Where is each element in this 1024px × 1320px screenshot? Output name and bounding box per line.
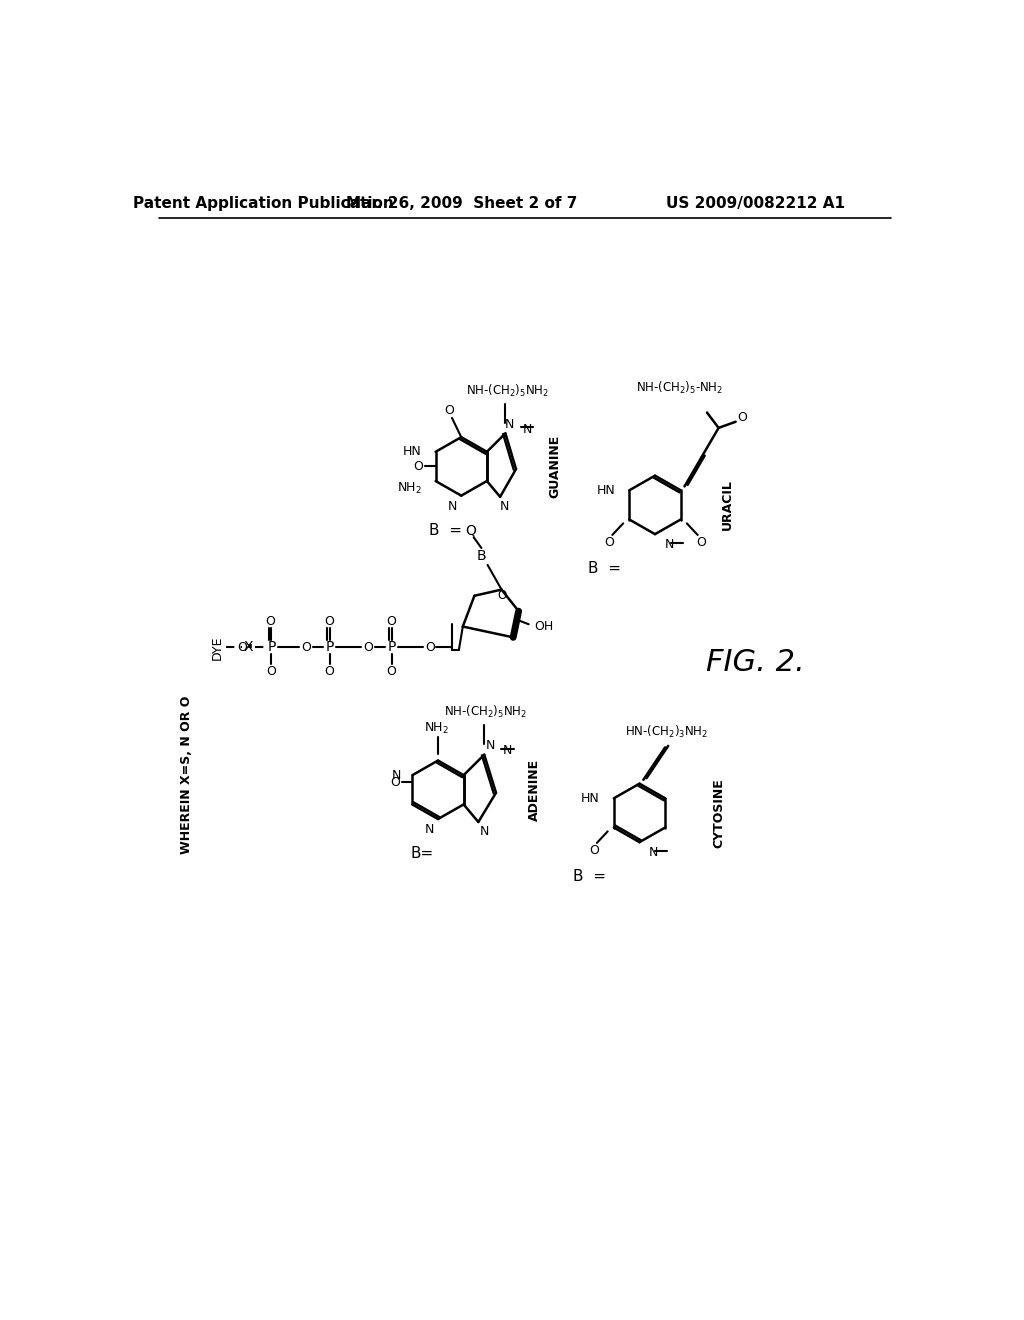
Text: B=: B= <box>411 846 434 861</box>
Text: N: N <box>649 846 658 859</box>
Text: B  =: B = <box>429 523 462 537</box>
Text: O: O <box>237 640 247 653</box>
Text: O: O <box>497 589 506 602</box>
Text: P: P <box>267 640 275 655</box>
Text: NH$_2$: NH$_2$ <box>396 482 422 496</box>
Text: HN-(CH$_2$)$_3$NH$_2$: HN-(CH$_2$)$_3$NH$_2$ <box>625 723 709 741</box>
Text: WHEREIN X=S, N OR O: WHEREIN X=S, N OR O <box>179 696 193 854</box>
Text: HN: HN <box>402 445 422 458</box>
Text: NH$_2$: NH$_2$ <box>424 721 449 735</box>
Text: Q: Q <box>465 523 476 537</box>
Text: O: O <box>737 411 746 424</box>
Text: NH-(CH$_2$)$_5$NH$_2$: NH-(CH$_2$)$_5$NH$_2$ <box>444 705 527 721</box>
Text: O: O <box>425 640 435 653</box>
Text: ADENINE: ADENINE <box>528 759 542 821</box>
Text: O: O <box>444 404 455 417</box>
Text: NH-(CH$_2$)$_5$-NH$_2$: NH-(CH$_2$)$_5$-NH$_2$ <box>636 380 723 396</box>
Text: O: O <box>604 536 614 549</box>
Text: N: N <box>500 499 509 512</box>
Text: OH: OH <box>535 620 553 634</box>
Text: O: O <box>266 665 276 677</box>
Text: P: P <box>387 640 395 655</box>
Text: N: N <box>505 417 514 430</box>
Text: O: O <box>696 536 706 549</box>
Text: X: X <box>244 640 253 655</box>
Text: URACIL: URACIL <box>721 479 733 531</box>
Text: FIG. 2.: FIG. 2. <box>707 648 805 677</box>
Text: N: N <box>425 824 434 837</box>
Text: B  =: B = <box>572 870 605 884</box>
Text: B  =: B = <box>588 561 622 577</box>
Text: DYE: DYE <box>211 635 223 660</box>
Text: O: O <box>390 776 400 789</box>
Text: HN: HN <box>597 483 615 496</box>
Text: Patent Application Publication: Patent Application Publication <box>133 195 394 211</box>
Text: O: O <box>265 615 275 628</box>
Text: N: N <box>485 739 496 752</box>
Text: O: O <box>364 640 373 653</box>
Text: N: N <box>522 422 531 436</box>
Text: B: B <box>476 549 486 562</box>
Text: N: N <box>392 768 401 781</box>
Text: NH-(CH$_2$)$_5$NH$_2$: NH-(CH$_2$)$_5$NH$_2$ <box>466 383 549 399</box>
Text: HN: HN <box>582 792 600 805</box>
Text: N: N <box>665 539 674 552</box>
Text: N: N <box>503 744 512 758</box>
Text: O: O <box>386 615 395 628</box>
Text: N: N <box>449 500 458 513</box>
Text: P: P <box>326 640 334 655</box>
Text: O: O <box>301 640 311 653</box>
Text: N: N <box>480 825 489 838</box>
Text: O: O <box>414 459 424 473</box>
Text: Mar. 26, 2009  Sheet 2 of 7: Mar. 26, 2009 Sheet 2 of 7 <box>345 195 577 211</box>
Text: CYTOSINE: CYTOSINE <box>713 777 726 847</box>
Text: O: O <box>387 665 396 677</box>
Text: O: O <box>324 615 334 628</box>
Text: US 2009/0082212 A1: US 2009/0082212 A1 <box>667 195 845 211</box>
Text: O: O <box>589 843 599 857</box>
Text: O: O <box>325 665 335 677</box>
Text: GUANINE: GUANINE <box>548 434 561 498</box>
